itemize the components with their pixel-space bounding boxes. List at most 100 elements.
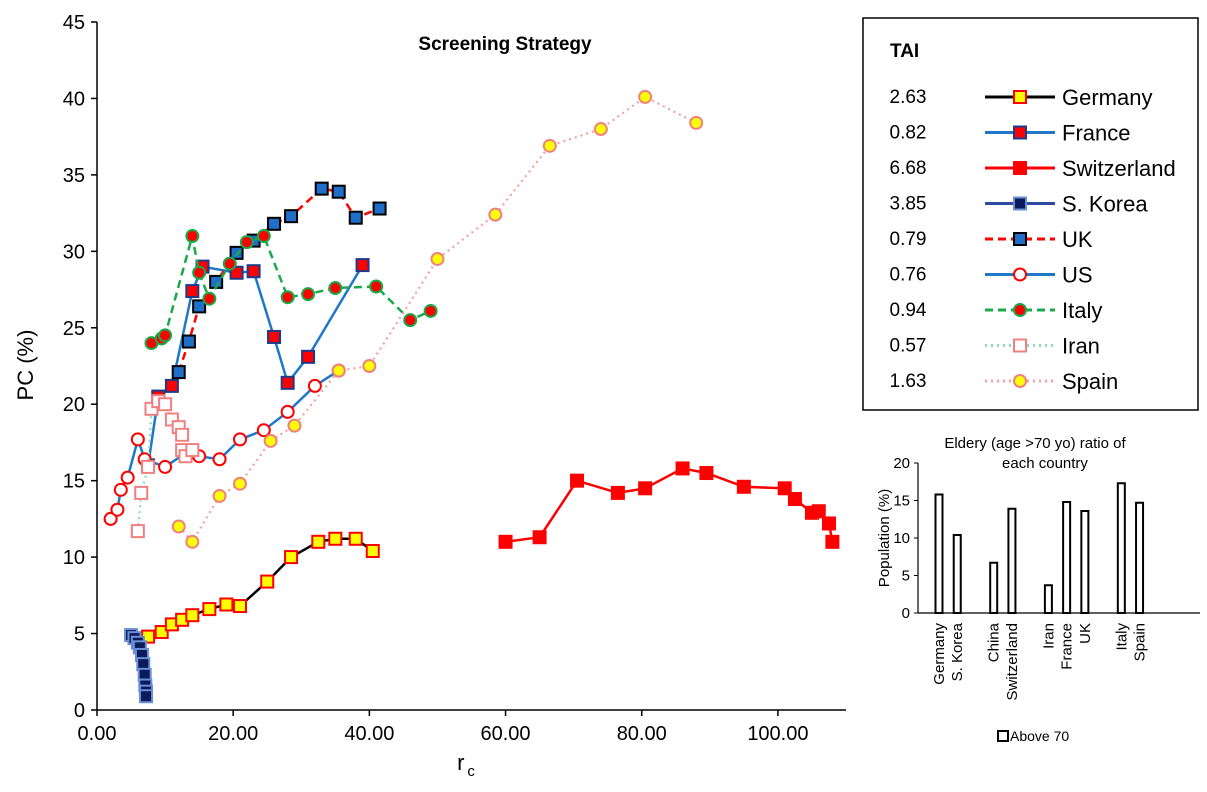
legend-item-france: 0.82 France [890, 121, 1131, 146]
legend-title-tai: TAI [890, 41, 919, 62]
data-point-italy [328, 281, 343, 296]
x-tick-label: 40.00 [344, 723, 394, 745]
inset-category-label: France [1059, 623, 1076, 670]
data-point-italy [280, 290, 295, 305]
data-point-switzerland [532, 530, 547, 545]
inset-y-tick-label: 20 [893, 455, 910, 472]
data-point-switzerland [610, 485, 625, 500]
series-line-spain [177, 95, 697, 544]
data-point-us [256, 423, 271, 438]
legend-item-germany: 2.63 Germany [890, 85, 1153, 110]
legend-entries: 2.63 Germany 0.82 France 6.68 Switzerland 3.85… [890, 85, 1176, 394]
x-axis-title-main: r [457, 750, 464, 775]
legend-series-name: US [1062, 263, 1093, 288]
data-point-germany [284, 550, 299, 565]
data-point-uk [181, 334, 196, 349]
legend-marker-swatch [1013, 303, 1027, 317]
x-tick-label: 100.00 [747, 723, 808, 745]
y-tick-label: 20 [63, 394, 85, 416]
legend-marker-swatch [1013, 374, 1027, 388]
inset-title-line-1: Eldery (age >70 yo) ratio of [944, 435, 1126, 452]
y-tick-label: 25 [63, 318, 85, 340]
data-point-germany [154, 625, 169, 640]
legend-series-name: Iran [1062, 334, 1100, 359]
bar-spain [1135, 501, 1145, 614]
data-point-italy [239, 235, 254, 250]
data-point-switzerland [811, 504, 826, 519]
legend-series-name: France [1062, 121, 1130, 146]
data-point-uk [192, 299, 207, 314]
data-point-spain [331, 363, 346, 378]
chart-title: Screening Strategy [418, 34, 592, 55]
data-point-uk [171, 365, 186, 380]
bar-germany [934, 493, 944, 614]
data-point-italy [403, 313, 418, 328]
y-tick-label: 0 [74, 700, 85, 722]
data-point-uk [331, 184, 346, 199]
data-point-spain [362, 359, 377, 373]
inset-category-label: Switzerland [1004, 623, 1021, 701]
data-point-spain [185, 534, 200, 549]
inset-bars [934, 482, 1145, 614]
main-series-group [103, 89, 840, 704]
data-point-spain [263, 433, 278, 448]
legend-marker-swatch [1013, 161, 1027, 175]
data-point-france [229, 265, 244, 280]
y-tick-label: 45 [63, 12, 85, 34]
data-point-france [164, 378, 179, 393]
data-point-spain [638, 89, 653, 104]
data-point-switzerland [638, 481, 653, 496]
legend-tai-value: 0.94 [890, 300, 927, 321]
legend: TAI 2.63 Germany 0.82 France 6.68 Switzerland… [862, 17, 1199, 411]
legend-tai-value: 0.57 [890, 336, 927, 357]
series-italy [144, 229, 438, 351]
inset-y-axis-title: Population (%) [876, 489, 893, 587]
data-point-italy [369, 279, 384, 294]
legend-marker-swatch [1013, 232, 1027, 246]
legend-tai-value: 1.63 [890, 371, 927, 392]
series-iran [130, 394, 200, 539]
inset-category-label: Iran [1040, 623, 1057, 649]
data-point-iran [130, 524, 145, 539]
data-point-iran [158, 397, 173, 412]
data-point-germany [365, 543, 380, 558]
data-point-germany [311, 534, 326, 549]
data-point-iran [134, 485, 149, 500]
data-point-italy [158, 328, 173, 343]
data-point-us [307, 378, 322, 393]
data-point-france [185, 284, 200, 299]
data-point-france [280, 375, 295, 390]
legend-tai-value: 6.68 [890, 158, 927, 179]
x-axis-title-subscript: c [467, 763, 475, 780]
data-point-spain [430, 251, 445, 266]
inset-category-labels: Germany S. Korea China Switzerland Iran Franc… [931, 622, 1149, 700]
inset-category-label: Italy [1113, 623, 1130, 651]
x-tick-label: 80.00 [617, 723, 667, 745]
legend-series-name: Spain [1062, 369, 1118, 394]
legend-marker-swatch [1013, 196, 1027, 211]
data-point-italy [256, 229, 271, 244]
legend-box [862, 17, 1199, 411]
data-point-iran [141, 459, 156, 474]
legend-marker-swatch [1013, 338, 1027, 353]
legend-tai-value: 3.85 [890, 194, 927, 215]
inset-y-tick-label: 15 [893, 493, 910, 510]
data-point-italy [222, 256, 237, 271]
data-point-switzerland [675, 461, 690, 476]
data-point-germany [260, 574, 275, 589]
legend-item-italy: 0.94 Italy [890, 298, 1103, 323]
legend-tai-value: 0.76 [890, 265, 927, 286]
y-tick-label: 10 [63, 547, 85, 569]
legend-tai-value: 0.82 [890, 123, 927, 144]
data-point-spain [542, 138, 557, 153]
y-tick-label: 15 [63, 471, 85, 493]
data-point-spain [171, 519, 186, 534]
bar-switzerland [1007, 507, 1017, 614]
data-point-switzerland [736, 479, 751, 494]
series-germany [141, 531, 380, 644]
data-point-us [130, 432, 145, 447]
inset-category-label: Germany [931, 623, 948, 685]
data-point-us [158, 459, 173, 474]
